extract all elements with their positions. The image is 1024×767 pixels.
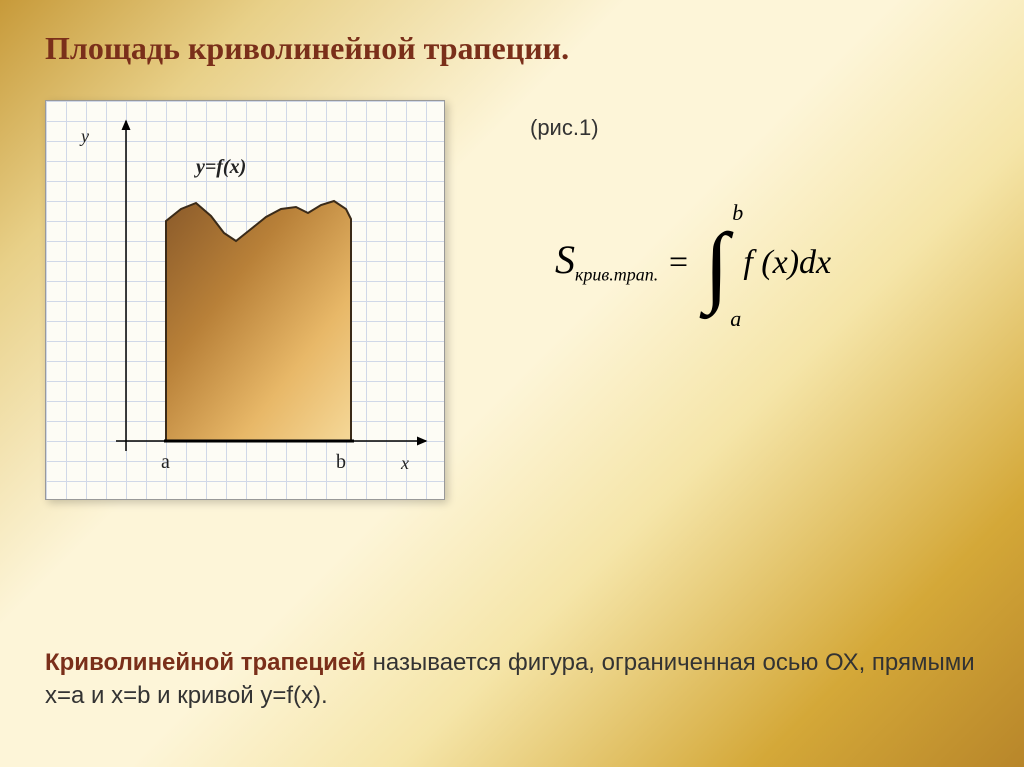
formula-integrand: f (x)dx bbox=[743, 244, 831, 281]
formula-lhs-subscript: крив.трап. bbox=[575, 265, 658, 285]
definition-text: Криволинейной трапецией называется фигур… bbox=[45, 647, 979, 712]
integral-lower-bound: a bbox=[730, 306, 741, 332]
y-axis-label: y bbox=[81, 126, 89, 147]
formula-equals: = bbox=[667, 244, 698, 281]
function-label: y=f(x) bbox=[196, 156, 246, 179]
figure-caption: (рис.1) bbox=[530, 115, 599, 141]
chart-container: y x y=f(x) a b bbox=[45, 100, 445, 500]
x-axis-label: x bbox=[401, 453, 409, 474]
region-fill bbox=[166, 201, 351, 441]
integral-sign: b ∫ a bbox=[704, 230, 729, 300]
integral-formula: Sкрив.трап. = b ∫ a f (x)dx bbox=[555, 230, 831, 300]
formula-lhs-symbol: S bbox=[555, 237, 575, 282]
point-b-label: b bbox=[336, 451, 346, 474]
integral-upper-bound: b bbox=[732, 200, 743, 226]
point-a-label: a bbox=[161, 451, 170, 474]
definition-term: Криволинейной трапецией bbox=[45, 649, 366, 676]
page-title: Площадь криволинейной трапеции. bbox=[45, 30, 569, 67]
integral-symbol-icon: ∫ bbox=[704, 234, 729, 297]
